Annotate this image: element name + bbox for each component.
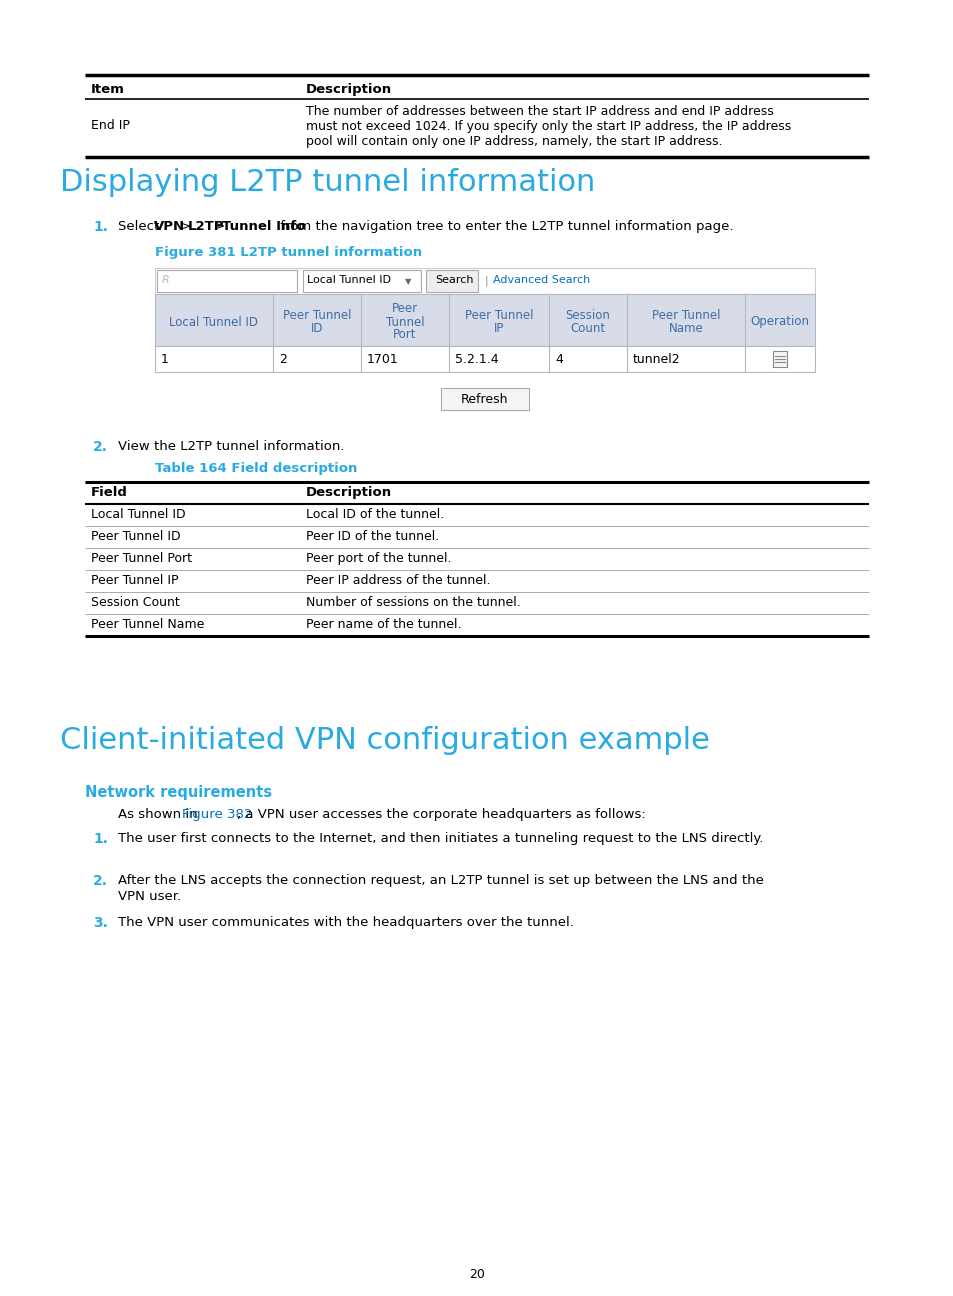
Bar <box>303 270 420 292</box>
Text: Peer port of the tunnel.: Peer port of the tunnel. <box>306 552 451 565</box>
Bar <box>772 351 786 367</box>
Text: IP: IP <box>494 321 503 334</box>
Text: Network requirements: Network requirements <box>85 785 272 800</box>
Bar <box>154 346 814 372</box>
Bar <box>154 268 814 294</box>
Text: 4: 4 <box>555 353 562 365</box>
Bar <box>157 270 296 292</box>
Text: Tunnel Info: Tunnel Info <box>222 220 305 233</box>
Text: >: > <box>175 220 195 233</box>
Text: VPN: VPN <box>153 220 185 233</box>
Text: Peer ID of the tunnel.: Peer ID of the tunnel. <box>306 530 438 543</box>
Text: End IP: End IP <box>91 119 130 132</box>
Text: Peer Tunnel: Peer Tunnel <box>464 308 533 321</box>
Text: 3.: 3. <box>92 916 108 931</box>
Text: Port: Port <box>393 328 416 342</box>
Text: R: R <box>162 275 170 285</box>
Text: Local ID of the tunnel.: Local ID of the tunnel. <box>306 508 444 521</box>
Text: ID: ID <box>311 321 323 334</box>
Text: The user first connects to the Internet, and then initiates a tunneling request : The user first connects to the Internet,… <box>118 832 762 845</box>
Text: ▼: ▼ <box>405 277 411 286</box>
Text: tunnel2: tunnel2 <box>633 353 679 365</box>
Text: Peer Tunnel Name: Peer Tunnel Name <box>91 618 204 631</box>
Text: from the navigation tree to enter the L2TP tunnel information page.: from the navigation tree to enter the L2… <box>275 220 733 233</box>
Text: 5.2.1.4: 5.2.1.4 <box>455 353 498 365</box>
Text: 2.: 2. <box>92 874 108 888</box>
Text: Refresh: Refresh <box>460 393 508 406</box>
Text: Session: Session <box>565 308 610 321</box>
Text: 1: 1 <box>161 353 169 365</box>
Text: Peer IP address of the tunnel.: Peer IP address of the tunnel. <box>306 574 490 587</box>
Text: Client-initiated VPN configuration example: Client-initiated VPN configuration examp… <box>60 726 709 756</box>
Text: Peer Tunnel ID: Peer Tunnel ID <box>91 530 180 543</box>
Text: 2.: 2. <box>92 441 108 454</box>
Text: Search: Search <box>435 275 473 285</box>
Text: 1.: 1. <box>92 220 108 235</box>
Text: Figure 382: Figure 382 <box>182 807 253 820</box>
Bar <box>440 388 529 410</box>
Text: Displaying L2TP tunnel information: Displaying L2TP tunnel information <box>60 168 595 197</box>
Text: As shown in: As shown in <box>118 807 202 820</box>
Text: Description: Description <box>306 83 392 96</box>
Text: Figure 381 L2TP tunnel information: Figure 381 L2TP tunnel information <box>154 246 421 259</box>
Text: Table 164 Field description: Table 164 Field description <box>154 461 357 476</box>
Text: VPN user.: VPN user. <box>118 890 181 903</box>
Text: Peer Tunnel IP: Peer Tunnel IP <box>91 574 178 587</box>
Text: Local Tunnel ID: Local Tunnel ID <box>91 508 186 521</box>
Text: Number of sessions on the tunnel.: Number of sessions on the tunnel. <box>306 596 520 609</box>
Text: Operation: Operation <box>750 315 809 328</box>
Bar <box>426 270 477 292</box>
Text: The number of addresses between the start IP address and end IP address
must not: The number of addresses between the star… <box>306 105 790 148</box>
Text: Select: Select <box>118 220 163 233</box>
Text: 1701: 1701 <box>367 353 398 365</box>
Text: L2TP: L2TP <box>188 220 224 233</box>
Text: After the LNS accepts the connection request, an L2TP tunnel is set up between t: After the LNS accepts the connection req… <box>118 874 763 886</box>
Text: Local Tunnel ID: Local Tunnel ID <box>307 275 391 285</box>
Text: |: | <box>484 275 492 285</box>
Text: 2: 2 <box>278 353 287 365</box>
Text: 20: 20 <box>469 1267 484 1280</box>
Text: Item: Item <box>91 83 125 96</box>
Text: Peer Tunnel Port: Peer Tunnel Port <box>91 552 192 565</box>
Text: Peer Tunnel: Peer Tunnel <box>282 308 351 321</box>
Text: Peer: Peer <box>392 302 417 315</box>
Text: , a VPN user accesses the corporate headquarters as follows:: , a VPN user accesses the corporate head… <box>236 807 645 820</box>
Text: Name: Name <box>668 321 702 334</box>
Text: Local Tunnel ID: Local Tunnel ID <box>170 315 258 328</box>
Text: Peer Tunnel: Peer Tunnel <box>651 308 720 321</box>
Text: Description: Description <box>306 486 392 499</box>
Text: >: > <box>210 220 230 233</box>
Text: Peer name of the tunnel.: Peer name of the tunnel. <box>306 618 461 631</box>
Text: Field: Field <box>91 486 128 499</box>
Text: Tunnel: Tunnel <box>385 315 424 328</box>
Text: Count: Count <box>570 321 605 334</box>
Bar <box>154 294 814 346</box>
Text: The VPN user communicates with the headquarters over the tunnel.: The VPN user communicates with the headq… <box>118 916 574 929</box>
Text: Advanced Search: Advanced Search <box>493 275 590 285</box>
Text: Session Count: Session Count <box>91 596 179 609</box>
Text: View the L2TP tunnel information.: View the L2TP tunnel information. <box>118 441 344 454</box>
Text: 1.: 1. <box>92 832 108 846</box>
